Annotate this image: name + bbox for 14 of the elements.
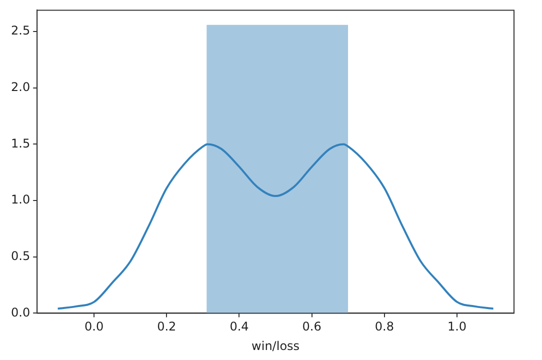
y-tick-label: 0.5	[10, 249, 30, 264]
x-tick-label: 0.4	[230, 320, 249, 334]
x-tick-label: 1.0	[447, 320, 467, 334]
x-axis-title: win/loss	[252, 338, 300, 353]
x-tick-label: 0.2	[157, 320, 176, 334]
y-tick-label: 2.0	[10, 80, 30, 94]
y-tick-label: 1.0	[10, 192, 30, 207]
line-series	[56, 143, 494, 310]
y-tick-label: 1.5	[10, 136, 30, 150]
x-tick-label: 0.8	[374, 320, 394, 334]
y-tick-label: 0.0	[10, 305, 30, 320]
x-tick-label: 0.6	[302, 320, 322, 334]
y-tick-label: 2.5	[10, 24, 30, 38]
x-tick-label: 0.0	[84, 320, 104, 334]
